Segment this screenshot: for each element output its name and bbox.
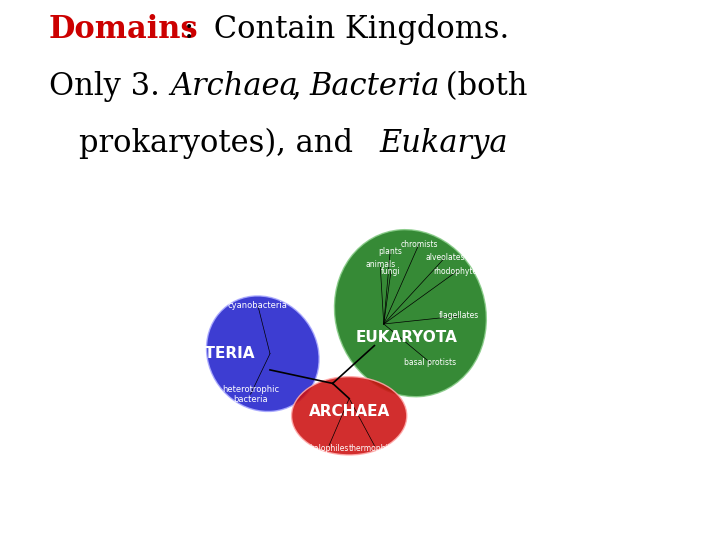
Text: cyanobacteria: cyanobacteria: [228, 301, 288, 309]
Text: Domains: Domains: [49, 14, 199, 45]
Text: prokaryotes), and: prokaryotes), and: [79, 127, 363, 159]
Text: (both: (both: [436, 71, 527, 102]
Ellipse shape: [335, 230, 486, 397]
Text: plants: plants: [378, 247, 402, 255]
Text: BACTERIA: BACTERIA: [170, 346, 255, 361]
Text: basal protists: basal protists: [405, 359, 456, 367]
Text: Only 3.: Only 3.: [49, 71, 179, 102]
Text: rhodophytes: rhodophytes: [433, 267, 481, 275]
Text: ARCHAEA: ARCHAEA: [309, 404, 390, 419]
Ellipse shape: [207, 296, 319, 411]
Text: :  Contain Kingdoms.: : Contain Kingdoms.: [184, 14, 509, 45]
Text: thermophiles: thermophiles: [349, 444, 400, 453]
Text: animals: animals: [365, 260, 395, 269]
Text: Archaea: Archaea: [170, 71, 297, 102]
Ellipse shape: [292, 377, 407, 455]
Text: EUKARYOTA: EUKARYOTA: [356, 330, 458, 345]
Text: ,: ,: [292, 71, 312, 102]
Text: alveolates: alveolates: [426, 253, 464, 262]
Text: flagellates: flagellates: [439, 312, 480, 320]
Text: heterotrophic
bacteria: heterotrophic bacteria: [222, 384, 279, 404]
Text: fungi: fungi: [381, 267, 401, 275]
Text: chromists: chromists: [400, 240, 438, 248]
Text: Bacteria: Bacteria: [310, 71, 440, 102]
Text: Eukarya: Eukarya: [379, 127, 508, 159]
Text: halophiles: halophiles: [310, 444, 348, 453]
